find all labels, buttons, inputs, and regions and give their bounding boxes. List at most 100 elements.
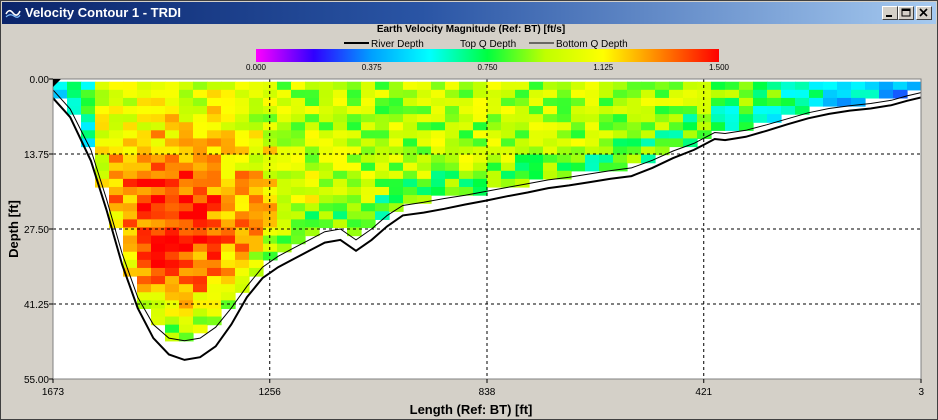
velocity-cell (137, 97, 152, 107)
velocity-cell (277, 130, 292, 140)
velocity-cell (305, 170, 320, 180)
velocity-cell (277, 235, 292, 245)
velocity-cell (375, 178, 390, 188)
velocity-cell (557, 122, 572, 131)
velocity-cell (179, 89, 194, 99)
velocity-cell (823, 97, 838, 107)
minimize-button[interactable] (882, 6, 898, 20)
velocity-cell (361, 146, 376, 156)
velocity-cell (361, 211, 376, 220)
velocity-cell (697, 81, 712, 91)
velocity-cell (291, 170, 306, 180)
velocity-cell (179, 227, 194, 237)
velocity-cell (361, 114, 376, 123)
velocity-cell (403, 154, 418, 164)
close-button[interactable] (916, 6, 932, 20)
velocity-cell (389, 130, 404, 140)
velocity-cell (361, 154, 376, 164)
velocity-cell (235, 130, 250, 140)
velocity-cell (431, 130, 446, 140)
velocity-cell (263, 106, 278, 115)
velocity-cell (473, 106, 488, 115)
velocity-cell (179, 276, 194, 285)
velocity-cell (305, 154, 320, 164)
velocity-cell (277, 154, 292, 164)
velocity-cell (263, 146, 278, 156)
velocity-cell (403, 195, 418, 204)
velocity-cell (613, 81, 628, 91)
velocity-cell (123, 235, 138, 245)
velocity-cell (501, 89, 516, 99)
velocity-cell (109, 211, 124, 220)
velocity-cell (459, 122, 474, 131)
velocity-cell (543, 114, 558, 123)
velocity-cell (459, 81, 474, 91)
velocity-cell (193, 300, 208, 310)
velocity-cell (179, 211, 194, 220)
y-tick-label: 41.25 (24, 300, 49, 311)
title-bar[interactable]: Velocity Contour 1 - TRDI (2, 2, 936, 24)
velocity-cell (837, 81, 852, 91)
velocity-cell (67, 97, 82, 107)
velocity-cell (487, 162, 502, 172)
velocity-cell (361, 97, 376, 107)
velocity-cell (151, 170, 166, 180)
velocity-cell (123, 178, 138, 188)
velocity-cell (165, 259, 180, 269)
velocity-cell (193, 81, 208, 91)
window-title: Velocity Contour 1 - TRDI (25, 5, 182, 20)
velocity-cell (319, 203, 334, 212)
velocity-cell (193, 284, 208, 293)
velocity-cell (361, 81, 376, 91)
velocity-cell (81, 130, 96, 140)
velocity-cell (333, 186, 348, 196)
velocity-cell (221, 267, 236, 277)
velocity-cell (305, 219, 320, 229)
velocity-cell (739, 106, 754, 115)
velocity-cell (375, 146, 390, 156)
velocity-cell (95, 170, 110, 180)
velocity-cell (529, 106, 544, 115)
velocity-cell (599, 162, 614, 172)
velocity-cell (221, 178, 236, 188)
velocity-cell (389, 122, 404, 131)
velocity-cell (179, 138, 194, 148)
velocity-cell (431, 162, 446, 172)
velocity-cell (389, 186, 404, 196)
velocity-cell (221, 284, 236, 293)
velocity-cell (151, 292, 166, 301)
velocity-cell (403, 170, 418, 180)
velocity-cell (487, 114, 502, 123)
velocity-cell (403, 130, 418, 140)
velocity-cell (137, 146, 152, 156)
velocity-cell (739, 114, 754, 123)
velocity-cell (319, 219, 334, 229)
velocity-cell (207, 276, 222, 285)
velocity-cell (683, 106, 698, 115)
velocity-cell (501, 170, 516, 180)
velocity-cell (207, 251, 222, 261)
velocity-cell (557, 81, 572, 91)
velocity-cell (123, 195, 138, 204)
velocity-cell (221, 292, 236, 301)
velocity-cell (585, 130, 600, 140)
legend-river-depth-label: River Depth (371, 39, 424, 50)
velocity-cell (487, 106, 502, 115)
velocity-cell (557, 130, 572, 140)
velocity-cell (95, 146, 110, 156)
colorbar-tick-label: 0.375 (362, 63, 383, 72)
velocity-cell (361, 195, 376, 204)
velocity-cell (655, 114, 670, 123)
velocity-cell (221, 219, 236, 229)
velocity-cell (627, 114, 642, 123)
velocity-cell (403, 81, 418, 91)
velocity-cell (879, 89, 894, 99)
velocity-cell (277, 89, 292, 99)
velocity-cell (445, 138, 460, 148)
velocity-cell (697, 122, 712, 131)
velocity-cell (165, 332, 180, 342)
velocity-cell (361, 89, 376, 99)
maximize-button[interactable] (898, 6, 914, 20)
velocity-cell (193, 211, 208, 220)
velocity-cell (123, 162, 138, 172)
